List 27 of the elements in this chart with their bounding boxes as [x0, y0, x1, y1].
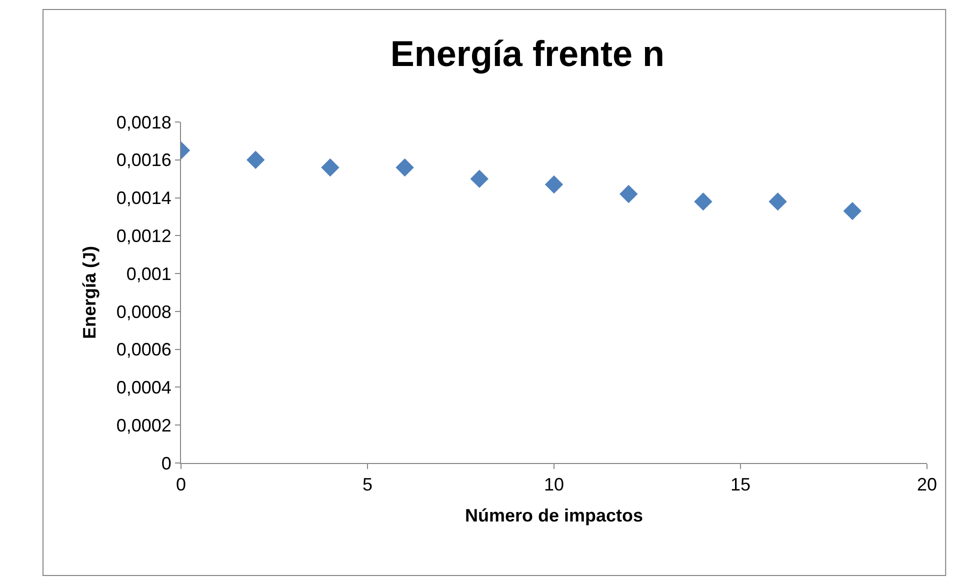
y-tick-label: 0 [161, 453, 172, 474]
y-tick-label: 0,0006 [116, 340, 172, 360]
point [246, 150, 265, 169]
y-tick-label: 0,0002 [116, 415, 172, 436]
x-tick-label: 20 [916, 474, 938, 495]
x-tick-label: 0 [176, 474, 186, 495]
y-tick-label: 0,0018 [116, 112, 172, 132]
point [544, 175, 564, 194]
x-tick-label: 5 [362, 474, 373, 495]
point [620, 184, 638, 204]
x-tick-label: 10 [544, 474, 564, 495]
point [694, 192, 712, 211]
point [470, 170, 488, 188]
point [396, 158, 414, 177]
y-tick-label: 0,0016 [116, 150, 172, 170]
y-tick-label: 0,0008 [116, 302, 172, 322]
y-tick-label: 0,001 [126, 264, 172, 284]
chart-title: Energía frente n [390, 32, 664, 74]
y-axis-title: Energía (J) [80, 246, 100, 340]
y-tick-label: 0,0012 [116, 226, 172, 246]
y-tick-label: 0,0014 [116, 188, 172, 208]
x-axis-title: Número de impactos [464, 506, 644, 526]
x-tick-label: 15 [730, 474, 751, 495]
point [321, 158, 340, 177]
y-tick-label: 0,0004 [116, 378, 172, 398]
point [768, 192, 787, 211]
point [843, 202, 862, 220]
